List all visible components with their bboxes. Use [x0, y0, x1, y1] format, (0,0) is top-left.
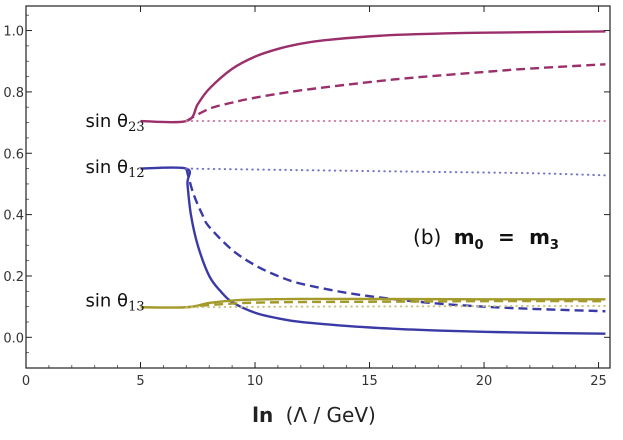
x-tick-label: 15 [361, 374, 378, 389]
plot-frame [25, 5, 611, 369]
series-line-sin-13-solid [140, 297, 606, 309]
x-tick-label: 20 [476, 374, 493, 389]
x-tick-label: 10 [247, 374, 264, 389]
series-line-sin-23-solid [140, 30, 606, 124]
series-line-sin-12-dotted [185, 167, 607, 177]
y-tick-label: 0.0 [3, 331, 24, 346]
x-tick-label: 0 [22, 374, 30, 389]
series-line-sin-13-dotted [185, 305, 607, 309]
ticks-layer: 0 5 10 15 20 25 0.0 0.2 0.4 0.6 0.8 1.0 [3, 6, 610, 389]
series-line-sin-13-dashed [186, 299, 606, 309]
curve-label-12: sin θ12 [86, 157, 145, 181]
y-tick-label: 0.8 [3, 86, 24, 101]
y-tick-label: 1.0 [3, 25, 24, 40]
x-axis-label: ln (Λ / GeV) [252, 403, 376, 427]
x-tick-label: 5 [136, 374, 144, 389]
y-tick-label: 0.6 [3, 147, 24, 162]
panel-annotation: (b) m0 = m3 [413, 225, 559, 254]
curve-label-13: sin θ13 [86, 291, 145, 315]
curves-layer [140, 30, 607, 335]
curve-labels-layer: sin θ23 sin θ12 sin θ13 [86, 111, 145, 314]
curve-label-23: sin θ23 [86, 111, 145, 135]
x-tick-label: 25 [590, 374, 607, 389]
y-tick-label: 0.4 [3, 209, 24, 224]
y-tick-label: 0.2 [3, 270, 24, 285]
series-line-sin-12-solid [140, 166, 606, 335]
series-line-sin-23-dashed [185, 63, 606, 123]
